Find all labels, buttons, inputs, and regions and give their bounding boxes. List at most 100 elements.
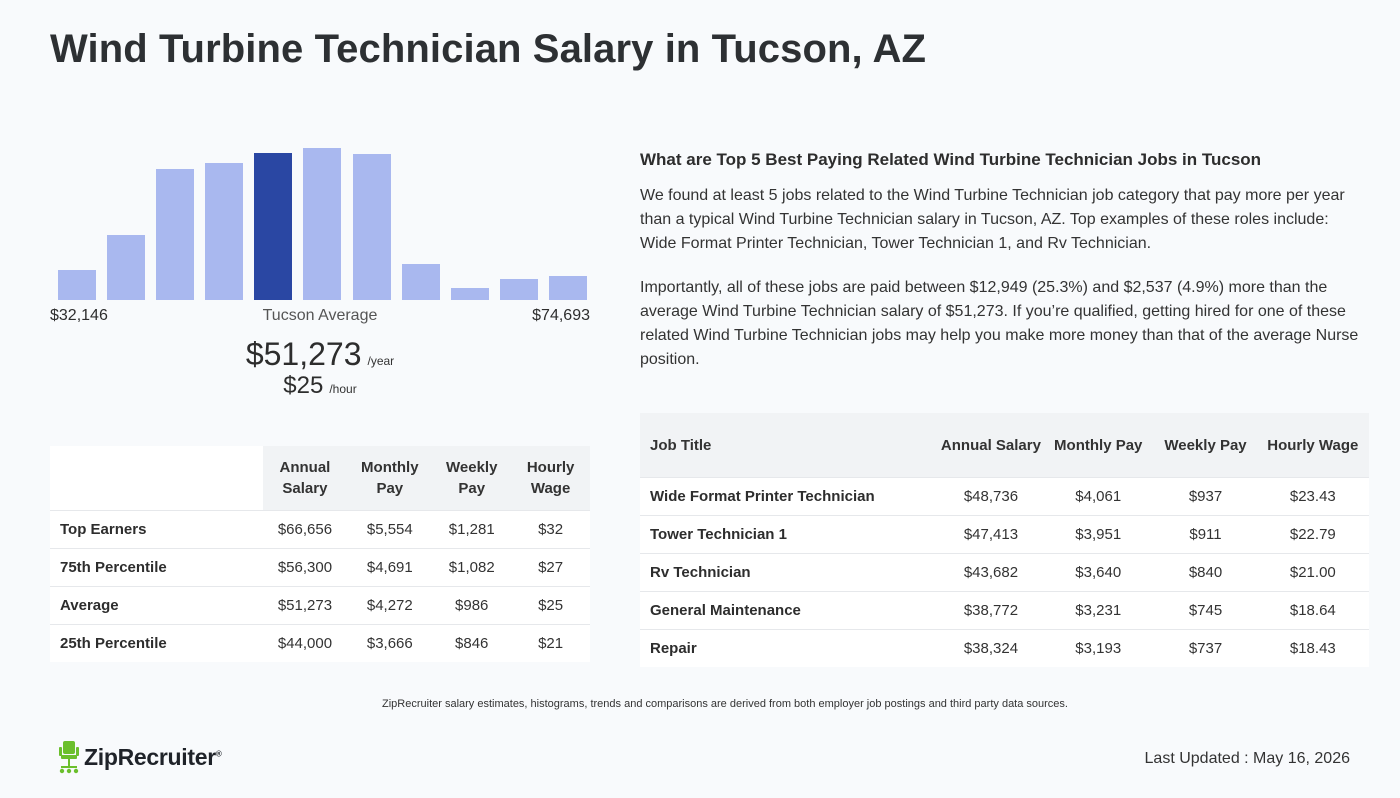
hourly-wage-cell: $18.64	[1256, 591, 1369, 630]
histogram-bar	[500, 279, 538, 300]
related-jobs-table: Job Title Annual Salary Monthly Pay Week…	[640, 413, 1369, 667]
weekly-pay-cell: $1,082	[432, 548, 512, 587]
percentile-row-label: 25th Percentile	[50, 624, 263, 662]
header-hourly-wage: Hourly Wage	[511, 446, 590, 511]
weekly-pay-cell: $846	[432, 624, 512, 662]
logo-wordmark: ZipRecruiter®	[84, 743, 222, 771]
percentile-table: Annual Salary Monthly Pay Weekly Pay Hou…	[50, 446, 590, 662]
header-job-title: Job Title	[640, 413, 940, 478]
monthly-pay-cell: $4,691	[347, 548, 433, 587]
monthly-pay-cell: $4,272	[347, 586, 433, 625]
histogram-low-label: $32,146	[50, 307, 108, 324]
weekly-pay-cell: $1,281	[432, 510, 512, 549]
histogram-bar	[156, 169, 194, 300]
histogram-bar	[402, 264, 440, 300]
monthly-pay-cell: $3,666	[347, 624, 433, 662]
weekly-pay-cell: $745	[1154, 591, 1257, 630]
annual-salary-cell: $48,736	[939, 477, 1043, 516]
logo-wordmark-text: ZipRecruiter	[84, 743, 216, 770]
header-monthly-pay: Monthly Pay	[347, 446, 433, 511]
annual-salary-cell: $44,000	[262, 624, 348, 662]
average-hourly: $25/hour	[50, 372, 590, 400]
percentile-row: 75th Percentile $56,300 $4,691 $1,082 $27	[50, 548, 590, 587]
header-weekly-pay: Weekly Pay	[1154, 413, 1257, 478]
hourly-wage-cell: $22.79	[1256, 515, 1369, 554]
logo-registered-mark: ®	[215, 748, 222, 758]
job-row[interactable]: Rv Technician $43,682 $3,640 $840 $21.00	[640, 553, 1369, 592]
annual-salary-cell: $56,300	[262, 548, 348, 587]
annual-salary-cell: $47,413	[939, 515, 1043, 554]
job-title-cell: Wide Format Printer Technician	[640, 477, 940, 516]
hourly-wage-cell: $32	[511, 510, 590, 549]
hourly-wage-cell: $21.00	[1256, 553, 1369, 592]
header-weekly-pay-text: Weekly Pay	[446, 459, 498, 497]
job-row[interactable]: Wide Format Printer Technician $48,736 $4,…	[640, 477, 1369, 516]
percentile-row-label: 75th Percentile	[50, 548, 263, 587]
job-row[interactable]: Tower Technician 1 $47,413 $3,951 $911 $22.7…	[640, 515, 1369, 554]
data-source-disclaimer: ZipRecruiter salary estimates, histogram…	[382, 698, 1068, 710]
percentile-row: 25th Percentile $44,000 $3,666 $846 $21	[50, 624, 590, 662]
histogram-bar	[353, 154, 391, 300]
histogram-bar	[107, 235, 145, 300]
percentile-row: Average $51,273 $4,272 $986 $25	[50, 586, 590, 625]
percentile-row-label: Top Earners	[50, 510, 263, 549]
header-monthly-pay-text: Monthly Pay	[361, 459, 419, 497]
header-monthly-pay: Monthly Pay	[1042, 413, 1155, 478]
weekly-pay-cell: $937	[1154, 477, 1257, 516]
annual-salary-cell: $43,682	[939, 553, 1043, 592]
header-job-title-text: Job Title	[650, 436, 712, 454]
header-hourly-wage: Hourly Wage	[1256, 413, 1369, 478]
job-title-cell: General Maintenance	[640, 591, 940, 630]
job-title-cell: Rv Technician	[640, 553, 940, 592]
job-title-cell: Tower Technician 1	[640, 515, 940, 554]
annual-salary-cell: $38,772	[939, 591, 1043, 630]
job-title-cell: Repair	[640, 629, 940, 667]
histogram-bar	[451, 288, 489, 300]
related-jobs-heading: What are Top 5 Best Paying Related Wind …	[640, 150, 1262, 169]
job-row[interactable]: Repair $38,324 $3,193 $737 $18.43	[640, 629, 1369, 667]
hourly-wage-cell: $18.43	[1256, 629, 1369, 667]
annual-salary-cell: $38,324	[939, 629, 1043, 667]
percentile-row-label: Average	[50, 586, 263, 625]
weekly-pay-cell: $986	[432, 586, 512, 625]
percentile-header-blank	[50, 446, 263, 511]
monthly-pay-cell: $5,554	[347, 510, 433, 549]
jobs-table-header: Job Title Annual Salary Monthly Pay Week…	[640, 413, 1369, 478]
average-yearly-unit: /year	[367, 354, 395, 368]
average-hourly-unit: /hour	[329, 382, 357, 396]
histogram-bar	[58, 270, 96, 300]
annual-salary-cell: $51,273	[262, 586, 348, 625]
salary-histogram	[50, 140, 590, 300]
histogram-bar-average	[254, 153, 292, 300]
weekly-pay-cell: $911	[1154, 515, 1257, 554]
monthly-pay-cell: $3,951	[1042, 515, 1155, 554]
histogram-bar	[549, 276, 587, 300]
job-row[interactable]: General Maintenance $38,772 $3,231 $745 $18.…	[640, 591, 1369, 630]
header-hourly-wage-text: Hourly Wage	[526, 459, 575, 497]
average-hourly-value: $25	[283, 372, 324, 399]
hourly-wage-cell: $21	[511, 624, 590, 662]
histogram-bar	[205, 163, 243, 300]
monthly-pay-cell: $3,231	[1042, 591, 1155, 630]
hourly-wage-cell: $25	[511, 586, 590, 625]
percentile-row: Top Earners $66,656 $5,554 $1,281 $32	[50, 510, 590, 549]
header-hourly-wage-text: Hourly Wage	[1267, 436, 1359, 454]
hourly-wage-cell: $27	[511, 548, 590, 587]
monthly-pay-cell: $3,193	[1042, 629, 1155, 667]
header-weekly-pay-text: Weekly Pay	[1164, 436, 1247, 454]
histogram-average-label: Tucson Average	[262, 307, 378, 324]
weekly-pay-cell: $737	[1154, 629, 1257, 667]
histogram-bar	[303, 148, 341, 300]
header-annual-salary: Annual Salary	[939, 413, 1043, 478]
ziprecruiter-logo[interactable]: ZipRecruiter®	[58, 740, 222, 774]
weekly-pay-cell: $840	[1154, 553, 1257, 592]
average-yearly-value: $51,273	[245, 336, 362, 372]
monthly-pay-cell: $4,061	[1042, 477, 1155, 516]
hourly-wage-cell: $23.43	[1256, 477, 1369, 516]
page-title: Wind Turbine Technician Salary in Tucson…	[50, 27, 926, 71]
related-jobs-paragraph-1: We found at least 5 jobs related to the …	[640, 187, 1345, 252]
monthly-pay-cell: $3,640	[1042, 553, 1155, 592]
related-jobs-paragraph-2: Importantly, all of these jobs are paid …	[640, 279, 1359, 368]
annual-salary-cell: $66,656	[262, 510, 348, 549]
header-annual-salary-text: Annual Salary	[940, 436, 1041, 454]
